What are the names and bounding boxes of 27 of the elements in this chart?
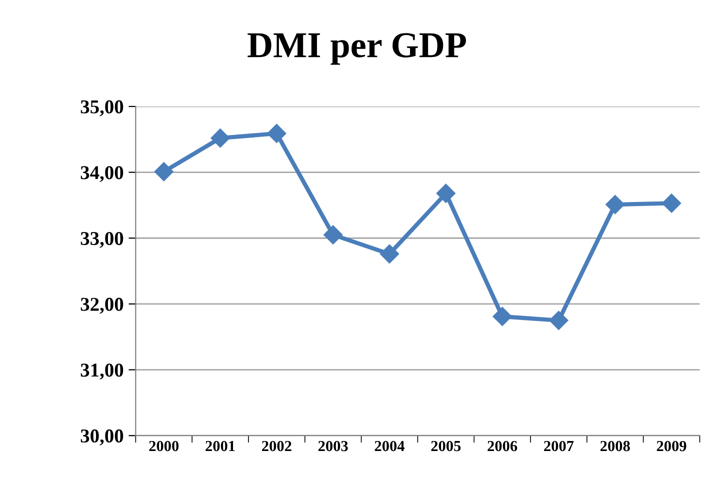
x-tick-label: 2005 <box>431 440 461 452</box>
y-tick-label: 33,00 <box>80 232 124 248</box>
point <box>606 195 625 214</box>
point <box>267 124 286 143</box>
point <box>210 128 230 148</box>
point <box>436 184 456 203</box>
point <box>662 194 682 213</box>
x-tick-label: 2006 <box>488 440 518 452</box>
x-tick-label: 2008 <box>600 440 630 452</box>
point <box>492 306 512 326</box>
point <box>380 244 400 264</box>
point <box>324 225 343 244</box>
x-tick-label: 2002 <box>262 440 292 452</box>
point <box>549 310 568 330</box>
x-tick-label: 2000 <box>149 440 179 452</box>
x-tick-label: 2001 <box>206 440 235 452</box>
y-tick-label: 35,00 <box>80 100 124 116</box>
y-tick-label: 31,00 <box>80 364 124 380</box>
y-tick-label: 34,00 <box>80 166 124 182</box>
point <box>154 162 174 182</box>
x-tick-label: 2003 <box>318 440 348 452</box>
chart-title: DMI per GDP <box>248 33 466 65</box>
x-tick-label: 2004 <box>374 440 404 452</box>
y-tick-label: 30,00 <box>80 429 124 446</box>
y-tick-label: 32,00 <box>80 298 124 314</box>
x-tick-label: 2009 <box>656 440 686 452</box>
x-tick-label: 2007 <box>544 440 574 452</box>
